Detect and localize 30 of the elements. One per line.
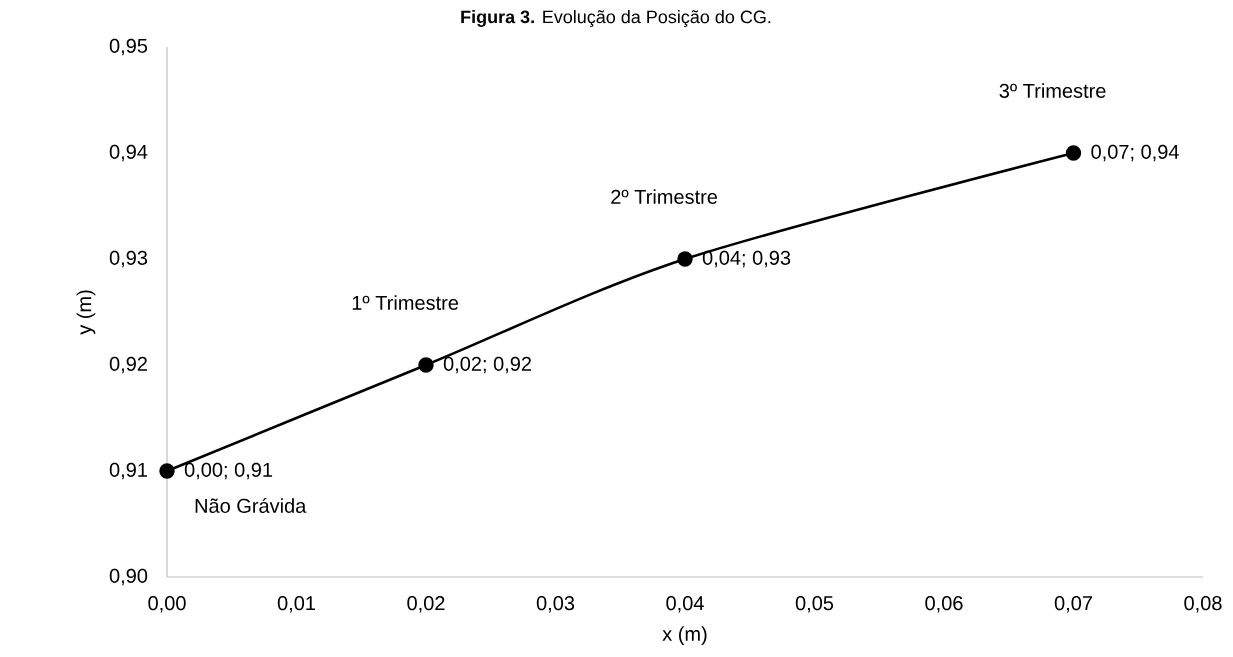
data-label: 0,00; 0,91 xyxy=(184,462,273,480)
x-tick-label: 0,01 xyxy=(277,596,315,613)
point xyxy=(1065,145,1082,161)
y-tick-label: 0,92 xyxy=(109,356,147,374)
point xyxy=(159,463,175,479)
x-tick-label: 0,04 xyxy=(666,596,704,613)
x-tick-label: 0,07 xyxy=(1054,596,1092,613)
y-tick-label: 0,93 xyxy=(109,250,148,268)
point xyxy=(418,357,434,373)
x-tick-label: 0,00 xyxy=(148,596,186,613)
data-label: 0,02; 0,92 xyxy=(443,356,532,374)
y-tick-label: 0,95 xyxy=(109,38,148,56)
x-tick-label: 0,02 xyxy=(407,596,445,613)
y-axis-title: y (m) xyxy=(76,290,96,335)
x-tick-label: 0,08 xyxy=(1184,596,1222,613)
point xyxy=(677,251,693,267)
y-tick-label: 0,90 xyxy=(109,568,148,586)
x-tick-label: 0,05 xyxy=(795,596,834,613)
x-tick-label: 0,06 xyxy=(925,596,963,613)
data-label: 0,07; 0,94 xyxy=(1091,144,1179,162)
x-axis-title: x (m) xyxy=(662,626,707,645)
annotation: 3º Trimestre xyxy=(999,83,1106,98)
chart-title: Figura 3. Evolução da Posição do CG. xyxy=(461,10,771,27)
data-label: 0,04; 0,93 xyxy=(702,250,791,268)
annotation: Não Grávida xyxy=(195,498,307,513)
y-tick-label: 0,91 xyxy=(109,462,147,480)
annotation: 2º Trimestre xyxy=(611,189,718,204)
annotation: 1º Trimestre xyxy=(352,295,459,310)
x-tick-label: 0,03 xyxy=(536,596,575,613)
y-tick-label: 0,94 xyxy=(109,144,148,162)
